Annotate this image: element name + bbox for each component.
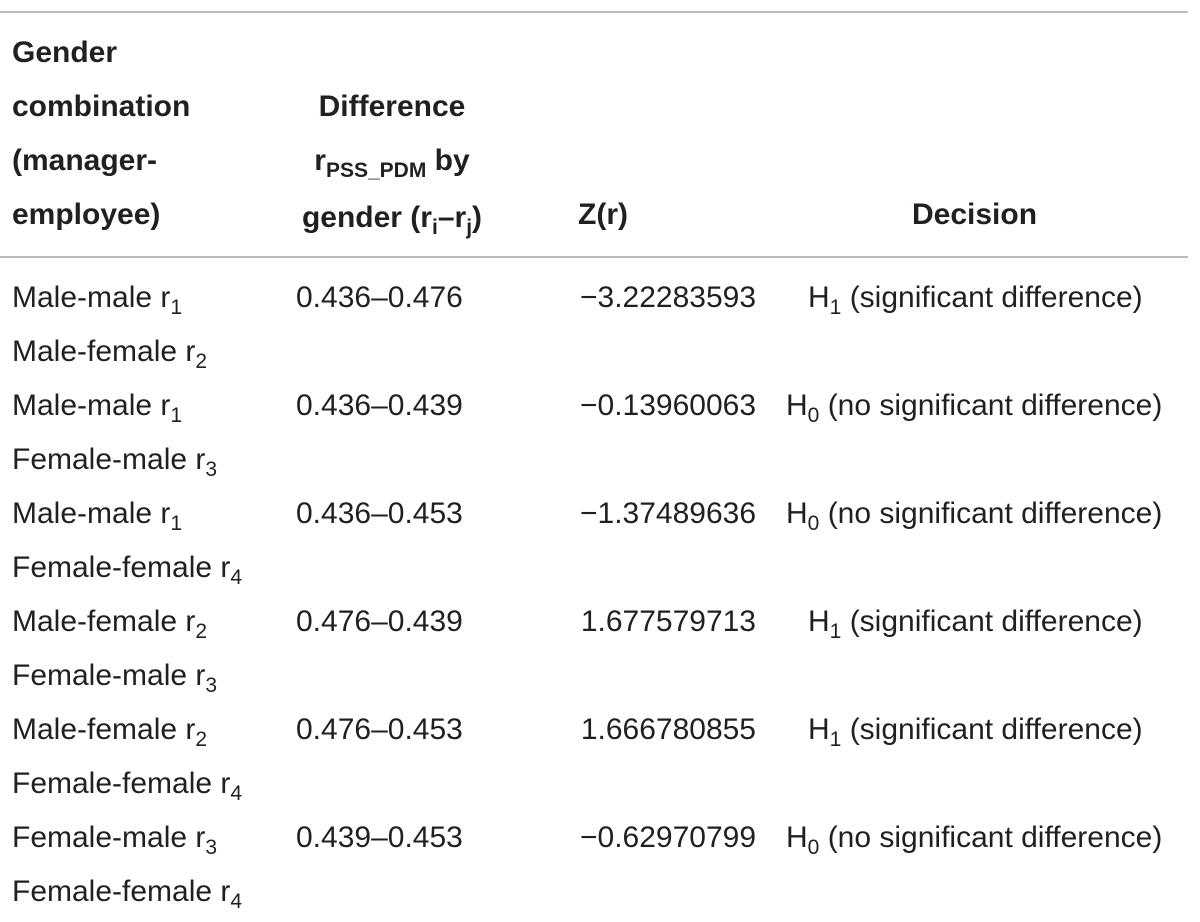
header-r-subscript: PSS_PDM [325,159,427,182]
header-gender-line-4: employee) [12,198,161,231]
z-value: −0.13960063 [579,389,756,422]
pair-second: Female-male r3 [12,433,217,490]
pair-second-label: Female-male r [12,659,206,692]
difference-value: 0.439–0.453 [296,821,463,854]
pair-first-subscript: 2 [195,728,208,751]
table-row: Male-female r2 Female-female r4 0.476–0.45… [0,703,1200,811]
pair-second-subscript: 4 [230,782,243,805]
difference-value: 0.476–0.453 [296,713,463,746]
decision-text: (no significant difference) [819,821,1163,854]
pair-first-subscript: 1 [170,296,183,319]
header-difference-line-1: Difference [318,90,466,123]
header-gender-ri-prefix: gender (r [301,201,432,234]
decision-h: H [808,605,830,638]
decision: H1 (significant difference) [808,703,1143,760]
header-z: Z(r) [578,198,628,231]
pair-first-subscript: 1 [170,512,183,535]
pair-first-label: Male-female r [12,605,196,638]
table-row: Male-male r1 Female-female r4 0.436–0.453−… [0,487,1200,595]
header-rj: –r [437,201,467,234]
header-difference-line-3: gender (ri–rj) [288,191,496,248]
z-value: −0.62970799 [579,821,756,854]
decision: H0 (no significant difference) [786,379,1162,436]
z-value: 1.666780855 [580,713,756,746]
pair-first: Male-male r1 [12,487,182,544]
header-gender-line-3: (manager- [12,144,158,177]
decision-text: (no significant difference) [819,497,1163,530]
pair-second: Female-female r4 [12,541,242,598]
pair-first-label: Male-male r [12,281,171,314]
table-header-rule [0,256,1188,258]
header-gender-line-2: combination [12,90,191,123]
pair-first: Male-male r1 [12,379,182,436]
table-row: Male-male r1 Male-female r2 0.436–0.476 −3.… [0,271,1200,379]
pair-second-label: Female-female r [12,551,231,584]
pair-second-subscript: 3 [205,674,218,697]
table-row: Male-female r2 Female-male r3 0.476–0.439 1… [0,595,1200,703]
pair-first-label: Female-male r [12,821,206,854]
header-difference: Difference rPSS_PDM by gender (ri–rj) [288,80,496,248]
table-row: Male-male r1 Female-male r3 0.436–0.439 −0.… [0,379,1200,487]
pair-second: Male-female r2 [12,325,207,382]
decision-h: H [786,389,808,422]
decision-subscript: 0 [807,404,820,427]
pair-first-subscript: 3 [205,836,218,859]
decision: H1 (significant difference) [808,271,1143,328]
difference-value: 0.436–0.476 [296,281,463,314]
decision: H1 (significant difference) [808,595,1143,652]
pair-second-label: Female-female r [12,875,231,908]
decision-h: H [786,497,808,530]
header-by: by [426,144,470,177]
pair-first: Male-female r2 [12,703,207,760]
pair-second: Female-female r4 [12,757,242,814]
decision-subscript: 1 [829,296,842,319]
decision-text: (significant difference) [841,605,1143,638]
pair-first-subscript: 1 [170,404,183,427]
decision-subscript: 1 [829,620,842,643]
decision-h: H [808,713,830,746]
header-gender-line-1: Gender [12,36,118,69]
z-value: −1.37489636 [579,497,756,530]
pair-second: Female-female r4 [12,865,242,922]
decision-subscript: 0 [807,512,820,535]
pair-second-subscript: 3 [205,458,218,481]
decision-text: (significant difference) [841,713,1143,746]
header-subscript-i: i [431,216,438,239]
z-value: 1.677579713 [580,605,756,638]
decision: H0 (no significant difference) [786,811,1162,868]
decision-text: (no significant difference) [819,389,1163,422]
table-row: Female-male r3 Female-female r4 0.439–0.45… [0,811,1200,919]
difference-value: 0.476–0.439 [296,605,463,638]
decision-subscript: 0 [807,836,820,859]
pair-first-subscript: 2 [195,620,208,643]
header-difference-line-2: rPSS_PDM by [288,134,496,191]
difference-value: 0.436–0.453 [296,497,463,530]
z-value: −3.22283593 [579,281,756,314]
pair-second-subscript: 2 [195,350,208,373]
pair-first: Female-male r3 [12,811,217,868]
decision-h: H [808,281,830,314]
pair-first-label: Male-male r [12,389,171,422]
pair-first-label: Male-female r [12,713,196,746]
header-gender-combination: Gender combination (manager- employee) [12,26,190,242]
pair-second: Female-male r3 [12,649,217,706]
pair-first: Male-male r1 [12,271,182,328]
header-r: r [314,144,326,177]
pair-second-label: Female-male r [12,443,206,476]
decision: H0 (no significant difference) [786,487,1162,544]
difference-value: 0.436–0.439 [296,389,463,422]
pair-second-label: Female-female r [12,767,231,800]
pair-first: Male-female r2 [12,595,207,652]
pair-first-label: Male-male r [12,497,171,530]
pair-second-label: Male-female r [12,335,196,368]
header-decision: Decision [912,198,1038,231]
header-subscript-j: j [466,216,473,239]
decision-subscript: 1 [829,728,842,751]
decision-text: (significant difference) [841,281,1143,314]
header-close-paren: ) [472,201,483,234]
pair-second-subscript: 4 [230,890,243,913]
decision-h: H [786,821,808,854]
pair-second-subscript: 4 [230,566,243,589]
table-top-rule [0,11,1188,13]
